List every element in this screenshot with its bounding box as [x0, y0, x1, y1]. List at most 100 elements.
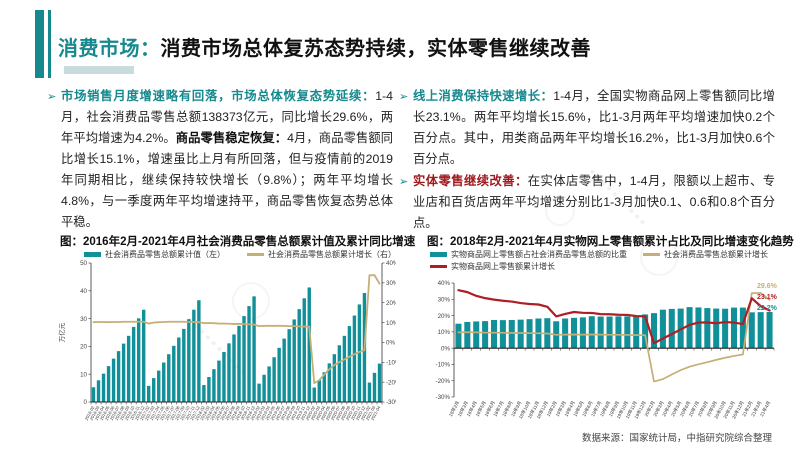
left-chart-title: 图：2016年2月-2021年4月社会消费品零售总额累计值及累计同比增速 — [60, 236, 416, 248]
svg-text:2017-05: 2017-05 — [154, 405, 166, 422]
svg-text:2018-07: 2018-07 — [219, 405, 231, 422]
legend-label: 社会消费品零售总额累计增长（右） — [268, 250, 396, 259]
svg-text:2021-03: 2021-03 — [365, 405, 377, 422]
legend-item: 实物商品网上零售额占社会消费品零售总额的比重 — [430, 249, 627, 260]
bullet-online-consumption: ➢ 线上消费保持快速增长：1-4月，全国实物商品网上零售额同比增长23.1%。两… — [399, 86, 775, 170]
svg-text:2016-03: 2016-03 — [89, 405, 101, 422]
svg-text:2017-02: 2017-02 — [139, 405, 151, 422]
svg-text:2020-04: 2020-04 — [315, 405, 327, 422]
title-accent-bar-thick — [35, 10, 44, 78]
left-text-column: ➢ 市场销售月度增速略有回落，市场总体恢复态势延续：1-4月，社会消费品零售总额… — [47, 86, 393, 234]
legend-item: 实物商品网上零售额累计增长 — [430, 261, 555, 272]
svg-text:2016-12: 2016-12 — [134, 405, 146, 422]
watermark-circle — [640, 238, 678, 276]
legend-label: 社会消费品零售总额累计增长 — [664, 250, 768, 259]
svg-text:0: 0 — [84, 399, 88, 406]
svg-text:30: 30 — [80, 316, 87, 323]
page-title-accent: 消费市场： — [58, 38, 161, 60]
svg-text:2021-02: 2021-02 — [360, 405, 372, 422]
line-swatch-icon — [247, 253, 264, 256]
bullet-arrow-icon: ➢ — [399, 91, 409, 103]
svg-text:30%: 30% — [438, 296, 451, 303]
svg-text:2017-06: 2017-06 — [159, 405, 171, 422]
page-title: 消费市场：消费市场总体复苏态势持续，实体零售继续改善 — [58, 32, 591, 61]
bullet-text: 市场销售月度增速略有回落，市场总体恢复态势延续：1-4月，社会消费品零售总额13… — [61, 89, 393, 229]
legend-label: 实物商品网上零售额累计增长 — [451, 262, 555, 271]
svg-text:2017-11: 2017-11 — [184, 405, 196, 421]
svg-text:2016-10: 2016-10 — [124, 405, 136, 422]
svg-text:0%: 0% — [441, 345, 450, 352]
svg-text:40%: 40% — [386, 260, 396, 267]
bullet-arrow-icon: ➢ — [399, 176, 409, 188]
svg-text:2018-03: 2018-03 — [199, 405, 211, 422]
svg-text:20%: 20% — [386, 300, 396, 307]
title-underline — [64, 66, 134, 74]
bar-swatch-icon — [84, 252, 101, 257]
legend-label: 实物商品网上零售额占社会消费品零售总额的比重 — [451, 250, 627, 259]
svg-text:29.6%: 29.6% — [757, 283, 778, 290]
svg-text:2019-03: 2019-03 — [254, 405, 266, 422]
bullet-physical-retail: ➢ 实体零售继续改善：在实体店零售中，1-4月，限额以上超市、专业店和百货店两年… — [399, 171, 775, 234]
online-retail-chart: -30% -20% -10% 0% 10% 20% 30% 40% 18年2月 18年3月 18年4… — [418, 269, 798, 421]
svg-text:-30%: -30% — [386, 399, 396, 406]
right-text-column: ➢ 线上消费保持快速增长：1-4月，全国实物商品网上零售额同比增长23.1%。两… — [399, 86, 775, 235]
svg-text:23.1%: 23.1% — [757, 294, 778, 301]
watermark-circle — [545, 196, 575, 226]
svg-text:20: 20 — [80, 344, 87, 351]
svg-text:2021-04: 2021-04 — [370, 405, 382, 422]
svg-text:-30%: -30% — [436, 394, 451, 401]
bullet-market-sales: ➢ 市场销售月度增速略有回落，市场总体恢复态势延续：1-4月，社会消费品零售总额… — [47, 86, 393, 233]
svg-text:2018-06: 2018-06 — [214, 405, 226, 422]
svg-text:2016-11: 2016-11 — [129, 405, 141, 421]
svg-text:2020-07: 2020-07 — [330, 405, 342, 422]
svg-text:2020-08: 2020-08 — [335, 405, 347, 422]
legend-label: 社会消费品零售总额累计值（左） — [105, 250, 225, 259]
svg-text:2018-09: 2018-09 — [229, 405, 241, 422]
svg-text:2020-09: 2020-09 — [340, 405, 352, 422]
bullet-text: 线上消费保持快速增长：1-4月，全国实物商品网上零售额同比增长23.1%。两年平… — [413, 89, 775, 166]
svg-text:-20%: -20% — [436, 378, 451, 385]
svg-text:2020-05: 2020-05 — [320, 405, 332, 422]
svg-text:2017-07: 2017-07 — [164, 405, 176, 422]
bullet-arrow-icon: ➢ — [47, 91, 57, 103]
svg-text:2016-05: 2016-05 — [99, 405, 111, 422]
legend-item: 社会消费品零售总额累计增长 — [643, 249, 768, 260]
svg-text:2016-09: 2016-09 — [119, 405, 131, 422]
svg-text:2016-02: 2016-02 — [84, 405, 96, 422]
svg-text:2017-04: 2017-04 — [149, 405, 161, 422]
svg-text:2019-12: 2019-12 — [300, 405, 312, 422]
legend-item: 社会消费品零售总额累计值（左） — [84, 249, 225, 260]
svg-text:2020-10: 2020-10 — [345, 405, 357, 422]
svg-text:2016-08: 2016-08 — [114, 405, 126, 422]
svg-text:40%: 40% — [438, 280, 451, 287]
right-chart-legend-row1: 实物商品网上零售额占社会消费品零售总额的比重 社会消费品零售总额累计增长 — [430, 249, 768, 260]
bullet-text: 实体零售继续改善：在实体店零售中，1-4月，限额以上超市、专业店和百货店两年平均… — [413, 174, 775, 230]
left-chart-legend: 社会消费品零售总额累计值（左） 社会消费品零售总额累计增长（右） — [80, 249, 400, 260]
svg-text:20%: 20% — [438, 313, 451, 320]
svg-text:2019-04: 2019-04 — [259, 405, 271, 422]
retail-total-chart: 0 10 20 30 40 50 -30% -20% -10% 0% 10% 20% 30% 40% 万亿元… — [46, 257, 401, 425]
svg-text:万亿元: 万亿元 — [57, 322, 66, 342]
svg-text:50: 50 — [80, 260, 87, 267]
svg-text:2018-05: 2018-05 — [209, 405, 221, 422]
svg-text:0%: 0% — [386, 340, 395, 347]
svg-text:2018-04: 2018-04 — [204, 405, 216, 422]
svg-text:2017-10: 2017-10 — [179, 405, 191, 422]
svg-text:2019-11: 2019-11 — [295, 405, 307, 421]
svg-text:2016-07: 2016-07 — [109, 405, 121, 422]
svg-text:2016-06: 2016-06 — [104, 405, 116, 422]
svg-text:30%: 30% — [386, 280, 396, 287]
svg-text:2019-02: 2019-02 — [249, 405, 261, 422]
right-chart-title: 图：2018年2月-2021年4月实物网上零售额累计占比及同比增速变化趋势 — [427, 236, 794, 248]
svg-text:2016-04: 2016-04 — [94, 405, 106, 422]
bar-swatch-icon — [430, 252, 447, 257]
svg-text:2019-08: 2019-08 — [279, 405, 291, 422]
svg-text:-20%: -20% — [386, 379, 396, 386]
svg-text:10: 10 — [80, 371, 87, 378]
legend-item: 社会消费品零售总额累计增长（右） — [247, 249, 396, 260]
svg-text:2020-02: 2020-02 — [305, 405, 317, 422]
svg-text:2018-08: 2018-08 — [224, 405, 236, 422]
line-swatch-icon — [430, 265, 447, 268]
svg-text:2018-12: 2018-12 — [244, 405, 256, 422]
